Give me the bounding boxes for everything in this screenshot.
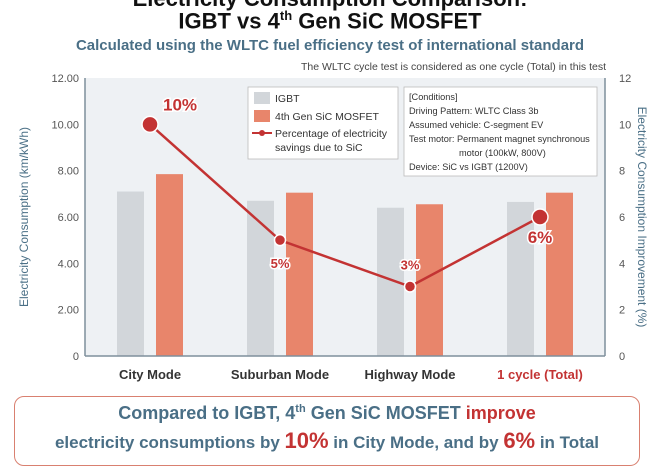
bar-igbt: [507, 201, 534, 356]
legend-swatch-sic: [254, 110, 270, 122]
chart-svg: 0 2.00 4.00 6.00 8.00 10.00 12.00 0 2 4 6 8 10 12 Ci…: [17, 73, 649, 382]
savings-point: [403, 280, 417, 293]
chart-note: The WLTC cycle test is considered as one…: [300, 61, 606, 73]
summary-line1: Compared to IGBT, 4th Gen SiC MOSFET imp…: [15, 403, 639, 424]
y-tick-label: 2.00: [58, 305, 79, 317]
conditions-line: Test motor: Permanent magnet synchronous: [409, 134, 590, 144]
bar-sic: [286, 192, 313, 356]
category-label: Highway Mode: [364, 367, 455, 382]
bar-sic: [156, 174, 183, 356]
bar-igbt: [117, 191, 144, 356]
legend-entry: Percentage of electricity: [275, 128, 388, 140]
y-tick-label: 10.00: [51, 119, 79, 131]
legend-swatch-point: [259, 130, 265, 136]
savings-point-label: 10%: [163, 95, 197, 114]
legend-entry: savings due to SiC: [275, 142, 363, 154]
y2-tick-label: 10: [619, 119, 631, 131]
y2-tick-label: 4: [619, 258, 625, 270]
conditions-line: Driving Pattern: WLTC Class 3b: [409, 106, 539, 116]
summary-highlight: improve: [465, 403, 536, 423]
plot-frame: [84, 78, 606, 357]
legend-frame: [247, 86, 399, 160]
category-labels: City Mode Suburban Mode Highway Mode 1 cycl…: [119, 367, 583, 382]
y2-axis-title: Electricity Consumption Improvement (%): [635, 107, 649, 328]
left-axis-ticks: 0 2.00 4.00 6.00 8.00 10.00 12.00: [51, 73, 79, 363]
y-tick-label: 12.00: [51, 73, 79, 85]
bar-sic: [546, 192, 573, 356]
conditions-line: [Conditions]: [409, 92, 458, 102]
conditions-frame: [403, 86, 598, 177]
chart-title-line2: IGBT vs 4th Gen SiC MOSFET: [0, 8, 660, 34]
savings-point-label: 3%: [401, 258, 420, 273]
summary-part: Gen SiC MOSFET: [305, 403, 466, 423]
title-part-a: IGBT vs 4: [178, 8, 280, 34]
conditions-line: motor (100kW, 800V): [459, 148, 546, 158]
y2-tick-label: 12: [619, 73, 631, 85]
y-axis-title: Electricity Consumption (km/kWh): [17, 127, 31, 307]
summary-box: Compared to IGBT, 4th Gen SiC MOSFET imp…: [14, 396, 640, 466]
legend-swatch-igbt: [254, 92, 270, 104]
summary-highlight-percent: 6%: [503, 428, 536, 453]
y-tick-label: 8.00: [58, 166, 79, 178]
y-tick-label: 0: [73, 351, 79, 363]
summary-highlight-percent: 10%: [284, 428, 329, 453]
conditions-line: Assumed vehicle: C-segment EV: [409, 120, 544, 130]
title-superscript: th: [279, 8, 293, 23]
title-part-b: Gen SiC MOSFET: [292, 8, 482, 34]
savings-line-group: 10% 5% 3% 6%: [141, 94, 554, 293]
legend: IGBT 4th Gen SiC MOSFET Percentage of elec…: [247, 86, 399, 160]
chart-subtitle: Calculated using the WLTC fuel efficienc…: [75, 37, 585, 54]
conditions-box: [Conditions] Driving Pattern: WLTC Class …: [403, 86, 598, 177]
y2-tick-label: 8: [619, 166, 625, 178]
bar-igbt: [247, 200, 274, 356]
savings-point: [141, 115, 159, 134]
chart-title-line1: Electricity Consumption Comparison:: [0, 0, 660, 12]
legend-entry: 4th Gen SiC MOSFET: [275, 111, 379, 123]
conditions-line: Device: SiC vs IGBT (1200V): [409, 162, 528, 172]
savings-line: [149, 123, 541, 288]
savings-point: [531, 208, 549, 226]
y2-tick-label: 6: [619, 212, 625, 224]
summary-part: in Total: [535, 433, 600, 452]
y-tick-label: 4.00: [58, 258, 79, 270]
right-axis-ticks: 0 2 4 6 8 10 12: [619, 73, 631, 363]
y-tick-label: 6.00: [58, 212, 79, 224]
savings-point-label: 6%: [528, 228, 553, 247]
summary-part: electricity consumptions by: [54, 433, 285, 452]
category-label: Suburban Mode: [231, 367, 329, 382]
summary-part: Compared to IGBT, 4: [118, 403, 296, 423]
summary-line2: electricity consumptions by 10% in City …: [15, 428, 639, 454]
legend-entry: IGBT: [275, 93, 300, 105]
savings-point-label: 5%: [271, 256, 290, 271]
summary-superscript: th: [295, 403, 306, 415]
savings-point: [273, 233, 287, 247]
y2-tick-label: 2: [619, 305, 625, 317]
summary-part: in City Mode, and by: [328, 433, 504, 452]
category-label: City Mode: [119, 367, 181, 382]
category-label: 1 cycle (Total): [497, 367, 583, 382]
y2-tick-label: 0: [619, 351, 625, 363]
